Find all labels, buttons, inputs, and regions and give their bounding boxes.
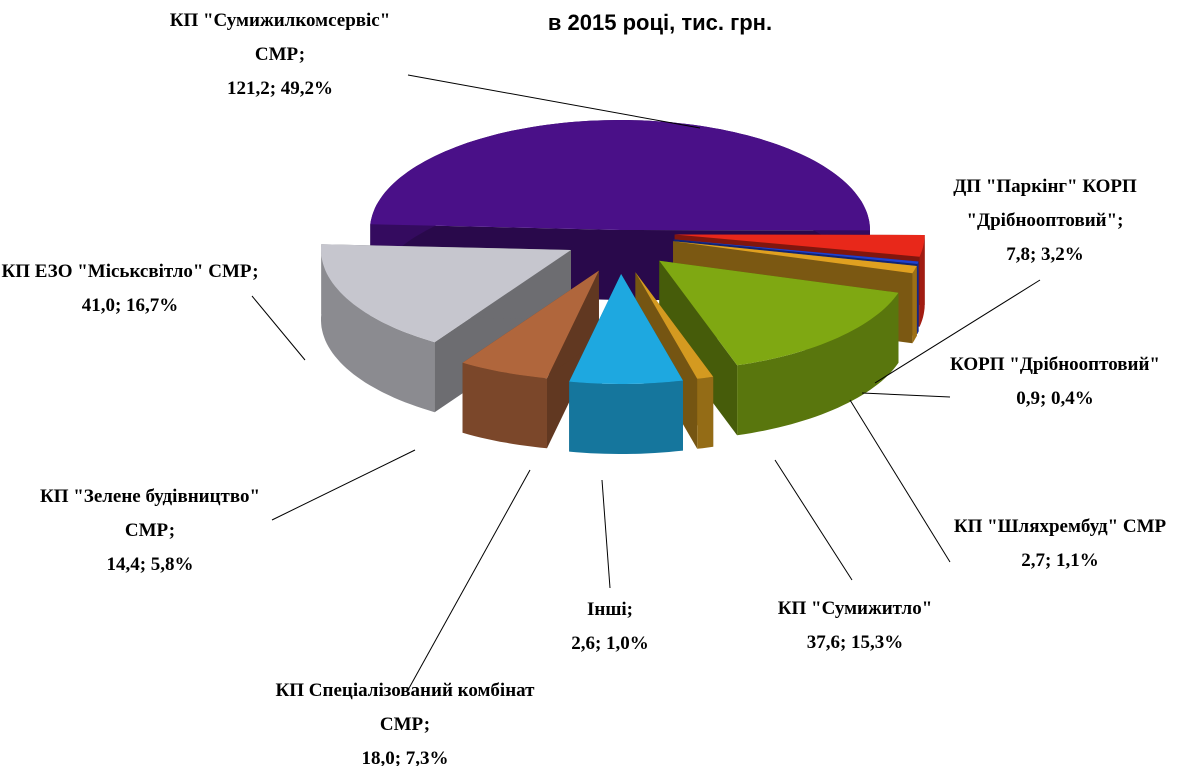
slice-wall [569,380,683,454]
value-label: 2,7; 1,1% [1021,550,1099,571]
slice-top [673,241,917,274]
slice-top [462,270,599,379]
slice-label: КОРП "Дрібнооптовий" [950,354,1160,375]
value-label: 37,6; 15,3% [806,632,904,653]
slice-wall [737,292,899,436]
leader-line [407,74,701,129]
leader-line [251,295,306,361]
slice-top [659,260,899,366]
slice-top [569,274,683,384]
value-label: 41,0; 16,7% [81,295,179,316]
slice-wall [912,266,917,344]
leader-line [874,279,1041,384]
slice-label: КП "Сумижитло" [777,598,933,619]
leader-line [861,392,951,398]
slice-top [321,244,571,343]
slice-label: КП "Сумижилкомсервіс" СМР; [169,10,391,65]
value-label: 7,8; 3,2% [1006,244,1084,265]
slice-top [635,272,714,379]
value-label: 14,4; 5,8% [106,554,194,575]
slice-label: КП "Зелене будівництво" СМР; [39,486,261,541]
slice-label: ДП "Паркінг" КОРП "Дрібнооптовий"; [953,176,1137,231]
slice-label: КП Спеціалізований комбінат СМР; [275,680,535,735]
slice-wall [919,235,925,327]
value-label: 121,2; 49,2% [226,78,334,99]
leader-line [849,399,951,563]
chart-title: в 2015 році, тис. грн. [547,10,773,35]
leader-line [271,449,416,521]
slice-side [659,260,738,436]
leader-line [601,479,611,589]
slice-wall [917,261,919,334]
slice-top [673,239,919,264]
value-label: 0,9; 0,4% [1016,388,1094,409]
leader-line [407,469,531,691]
slice-wall [462,362,547,449]
slice-wall [321,244,435,413]
slice-top [370,120,870,231]
value-label: 2,6; 1,0% [571,633,649,654]
slice-top [674,234,925,257]
slice-label: Інші; [587,599,633,620]
slice-label: КП ЕЗО "Міськсвітло" СМР; [1,261,259,282]
value-label: 18,0; 7,3% [361,748,449,766]
leader-line [774,459,853,581]
slice-wall [697,376,714,449]
slice-label: КП "Шляхрембуд" СМР [953,516,1167,537]
